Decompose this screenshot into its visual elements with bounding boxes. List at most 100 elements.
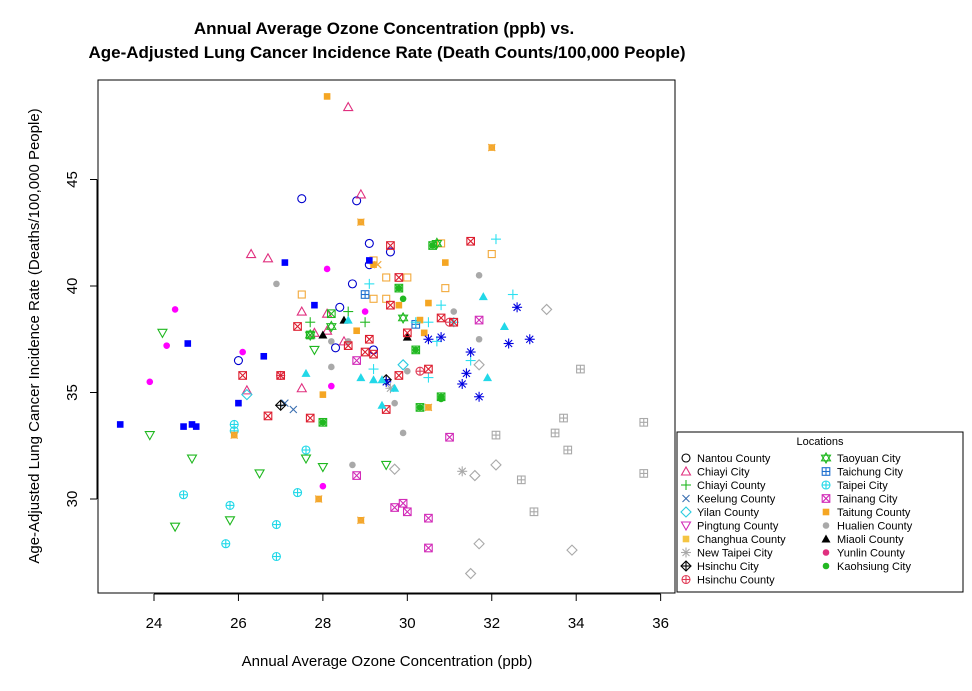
data-point <box>423 372 434 383</box>
legend-marker <box>680 521 692 532</box>
legend-marker <box>680 465 692 476</box>
data-point <box>436 300 447 311</box>
data-point <box>395 301 403 309</box>
data-point <box>425 299 432 307</box>
data-point <box>639 417 649 427</box>
data-point <box>305 413 315 423</box>
y-tick-label: 30 <box>64 491 81 508</box>
data-point <box>353 327 360 335</box>
data-point <box>364 334 374 344</box>
data-point <box>192 423 200 430</box>
data-point <box>163 342 170 349</box>
data-point <box>465 355 476 366</box>
data-point <box>186 454 198 465</box>
legend-item: Miaoli County <box>821 534 904 546</box>
data-point <box>157 328 168 339</box>
data-point <box>356 373 366 382</box>
legend-item: Keelung County <box>682 494 776 506</box>
data-point <box>241 384 253 395</box>
legend-marker <box>821 534 831 543</box>
data-point <box>318 330 328 339</box>
data-point <box>273 280 280 288</box>
data-point <box>296 305 308 316</box>
legend-item: Pingtung County <box>680 521 779 533</box>
data-point <box>325 320 337 333</box>
data-point <box>457 378 468 389</box>
data-point <box>171 306 179 313</box>
legend-item: Kaohsiung City <box>822 561 911 573</box>
legend-label: Hsinchu City <box>697 561 759 573</box>
data-point <box>423 317 434 328</box>
data-point <box>398 498 408 508</box>
data-point <box>233 355 243 366</box>
data-point <box>323 265 331 273</box>
data-point <box>563 445 573 455</box>
legend-item: Yunlin County <box>822 548 905 560</box>
chart-title: Annual Average Ozone Concentration (ppb)… <box>194 19 574 38</box>
y-tick-label: 35 <box>64 384 81 401</box>
data-point <box>377 400 387 409</box>
legend-item: Taoyuan City <box>820 451 901 465</box>
data-point <box>321 325 333 335</box>
data-point <box>445 432 454 442</box>
data-point <box>300 454 312 465</box>
data-point <box>377 375 387 384</box>
data-point <box>304 328 316 342</box>
data-point <box>221 539 231 549</box>
data-point <box>402 328 412 338</box>
data-point <box>225 500 235 510</box>
data-point <box>490 234 501 245</box>
legend-label: Nantou County <box>697 453 771 465</box>
data-point <box>311 301 318 309</box>
data-point <box>524 334 535 345</box>
data-point <box>490 459 502 471</box>
data-point <box>436 313 446 323</box>
data-point <box>566 544 578 556</box>
legend-label: Chiayi City <box>697 467 750 479</box>
data-point <box>263 411 273 421</box>
legend-label: Hualien County <box>837 521 913 533</box>
data-point <box>474 391 485 402</box>
data-point <box>436 332 447 343</box>
data-point <box>420 329 428 337</box>
legend-item: Tainang City <box>821 494 898 506</box>
legend-label: Yilan County <box>697 507 759 519</box>
data-point <box>373 260 382 269</box>
legend-title: Locations <box>796 436 844 448</box>
data-point <box>450 308 458 315</box>
data-point <box>402 507 412 517</box>
legend-item: New Taipei City <box>681 547 773 560</box>
data-point <box>503 338 514 349</box>
legend-marker <box>681 480 691 490</box>
data-point <box>293 322 302 331</box>
chart-subtitle: Age-Adjusted Lung Cancer Incidence Rate … <box>88 43 685 62</box>
legend-item: Changhua County <box>682 534 786 546</box>
data-point <box>169 522 181 533</box>
data-point <box>361 308 369 315</box>
legend-marker <box>681 547 691 558</box>
data-point <box>356 218 365 226</box>
data-point <box>449 317 459 327</box>
legend-item: Taipei City <box>821 480 888 492</box>
data-point <box>328 363 335 371</box>
data-point <box>116 421 124 428</box>
data-point <box>423 334 434 345</box>
x-axis-label: Annual Average Ozone Concentration (ppb) <box>242 653 533 670</box>
data-point <box>292 488 303 498</box>
legend-box <box>676 431 964 593</box>
data-point <box>516 475 526 485</box>
legend-label: Taoyuan City <box>837 453 901 465</box>
data-point <box>360 347 370 357</box>
data-point <box>390 383 400 392</box>
data-point <box>487 143 496 152</box>
data-point <box>364 278 375 289</box>
data-point <box>271 520 281 530</box>
data-point <box>436 392 446 402</box>
data-point <box>410 317 421 328</box>
legend-item: Hualien County <box>822 521 913 533</box>
x-axis: 24 26 28 30 32 34 36 <box>146 593 669 632</box>
data-point <box>382 273 391 282</box>
data-point <box>431 336 442 347</box>
